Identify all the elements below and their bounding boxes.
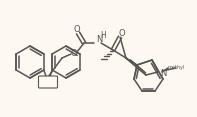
Text: O: O [71, 49, 77, 57]
Text: Fms: Fms [42, 79, 55, 84]
Text: O: O [119, 29, 125, 38]
Text: methyl: methyl [167, 64, 185, 69]
Text: O: O [74, 24, 80, 33]
Text: H: H [100, 31, 106, 40]
FancyBboxPatch shape [38, 76, 58, 88]
Text: N: N [96, 35, 102, 44]
Text: N: N [160, 68, 166, 77]
